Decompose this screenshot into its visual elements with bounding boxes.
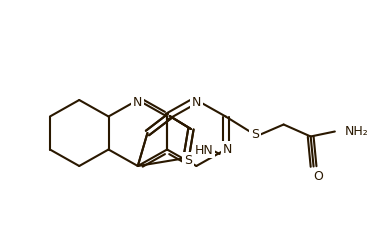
Text: S: S <box>251 128 259 141</box>
Text: HN: HN <box>195 144 213 157</box>
Text: S: S <box>184 153 192 167</box>
Text: NH₂: NH₂ <box>345 125 368 138</box>
Text: N: N <box>192 95 201 109</box>
Text: N: N <box>133 95 142 109</box>
Text: N: N <box>223 143 232 156</box>
Text: O: O <box>313 171 324 184</box>
